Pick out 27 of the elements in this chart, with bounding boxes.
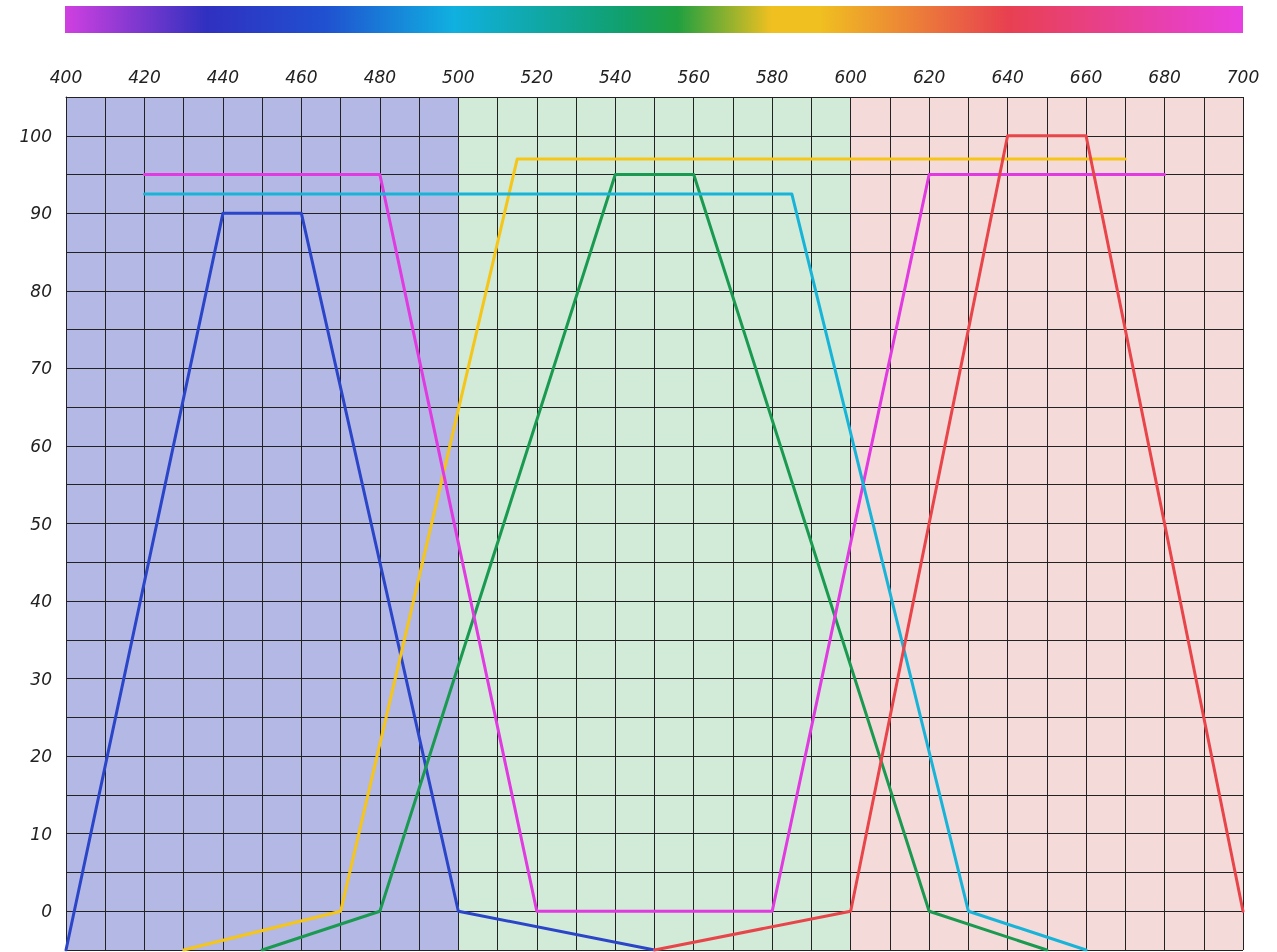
x-tick-label: 640 [991, 66, 1024, 87]
y-tick-label: 0 [41, 901, 52, 922]
y-tick-label: 40 [30, 591, 52, 612]
y-tick-label: 70 [30, 358, 52, 379]
x-tick-label: 480 [363, 66, 397, 87]
x-tick-label: 620 [912, 66, 946, 87]
x-tick-label: 540 [599, 66, 632, 87]
y-tick-label: 80 [30, 280, 52, 301]
y-tick-label: 10 [30, 823, 52, 844]
x-tick-label: 580 [755, 66, 789, 87]
y-tick-label: 50 [30, 513, 52, 534]
y-tick-label: 20 [30, 746, 52, 767]
x-tick-label: 680 [1148, 66, 1181, 87]
y-tick-label: 30 [30, 668, 52, 689]
x-tick-label: 600 [834, 66, 867, 87]
y-tick-label: 60 [30, 435, 52, 456]
x-tick-label: 420 [128, 66, 161, 87]
x-tick-label: 460 [285, 66, 318, 87]
x-tick-label: 660 [1069, 66, 1103, 87]
y-tick-label: 90 [30, 203, 52, 224]
x-tick-label: 500 [442, 66, 475, 87]
x-tick-label: 400 [49, 66, 83, 87]
x-tick-label: 700 [1226, 66, 1260, 87]
y-tick-label: 100 [19, 125, 52, 146]
x-tick-label: 440 [206, 66, 240, 87]
x-tick-label: 520 [520, 66, 554, 87]
x-tick-label: 560 [677, 66, 710, 87]
